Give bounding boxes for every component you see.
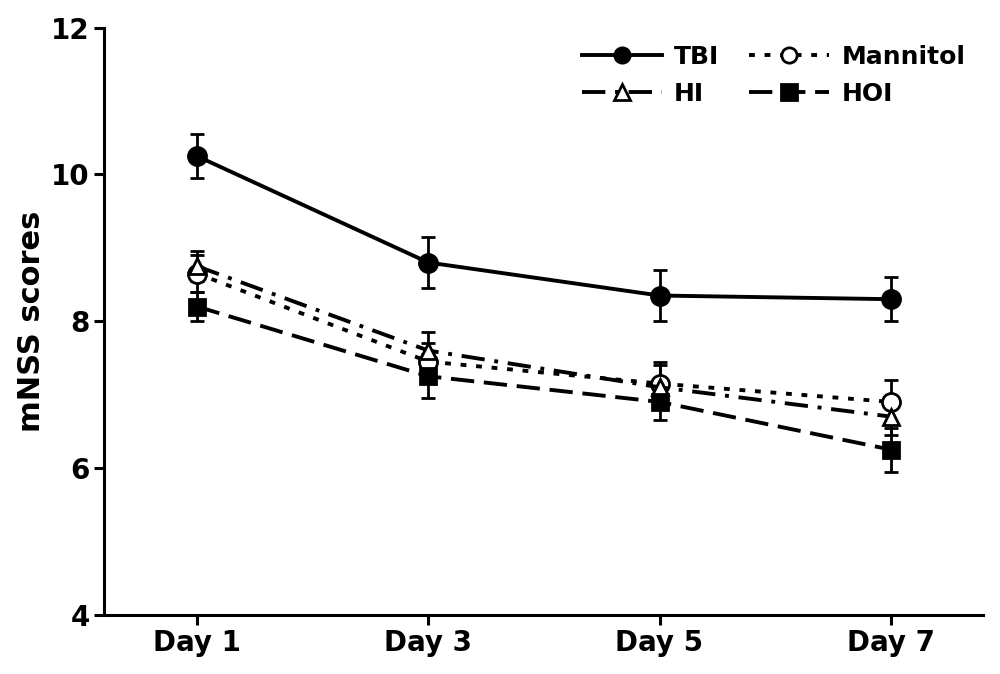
Legend: TBI, HI, Mannitol, HOI: TBI, HI, Mannitol, HOI xyxy=(572,35,976,116)
Y-axis label: mNSS scores: mNSS scores xyxy=(17,210,46,432)
